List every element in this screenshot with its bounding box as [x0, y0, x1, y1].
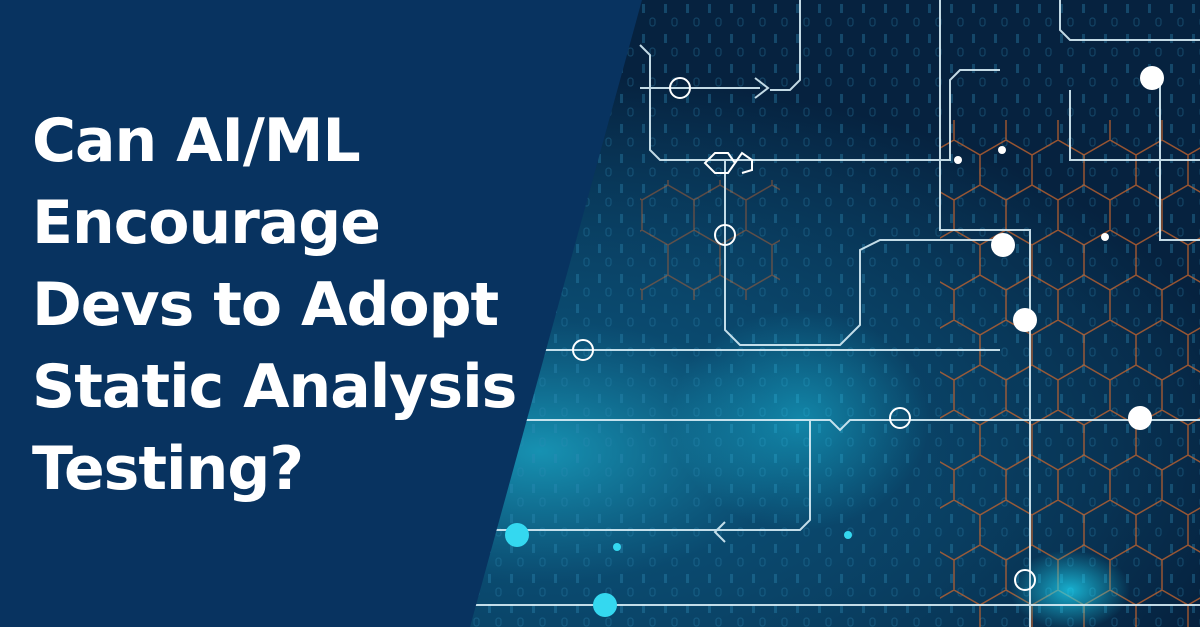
headline-line: Can AI/ML [32, 106, 361, 176]
headline-line: Devs to Adopt [32, 270, 499, 340]
headline-line: Encourage [32, 188, 381, 258]
headline-line: Testing? [32, 434, 304, 504]
text-panel [0, 0, 642, 627]
headline: Can AI/ML Encourage Devs to Adopt Static… [32, 100, 517, 510]
headline-line: Static Analysis [32, 352, 517, 422]
